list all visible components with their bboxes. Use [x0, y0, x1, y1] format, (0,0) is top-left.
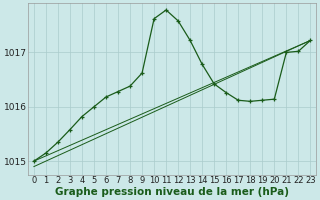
X-axis label: Graphe pression niveau de la mer (hPa): Graphe pression niveau de la mer (hPa)	[55, 187, 289, 197]
